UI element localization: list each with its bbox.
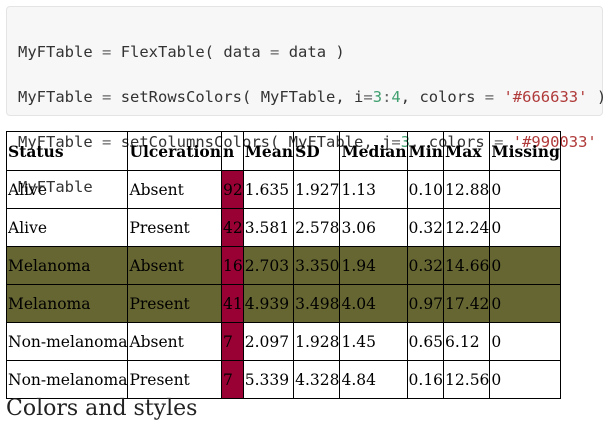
- table-cell: 4.84: [339, 360, 408, 399]
- table-cell: Absent: [127, 170, 223, 209]
- code-token: colors: [419, 88, 476, 107]
- table-cell: Non-melanoma: [5, 322, 129, 361]
- table-cell: Present: [127, 284, 223, 323]
- code-token: data: [288, 43, 327, 62]
- code-token: =: [102, 43, 112, 62]
- table-row: Melanoma Present 41 4.939 3.498 4.04 0.9…: [5, 284, 561, 323]
- code-token: =: [484, 88, 495, 107]
- table-cell: Melanoma: [5, 246, 129, 285]
- table-cell: 0: [489, 170, 561, 209]
- table-row: Melanoma Absent 16 2.703 3.350 1.94 0.32…: [5, 246, 561, 285]
- table-cell: 42: [221, 208, 244, 247]
- code-token: ,: [400, 88, 411, 107]
- table-cell: 2.703: [242, 246, 295, 285]
- code-token: 3: [372, 88, 383, 107]
- table-cell: 7: [221, 322, 244, 361]
- header-min: Min: [406, 131, 445, 171]
- code-token: setRowsColors(: [120, 88, 252, 107]
- table-cell: Absent: [127, 246, 223, 285]
- table-cell: 1.635: [242, 170, 295, 209]
- code-token: 4: [391, 88, 401, 107]
- table-header-row: Status Ulceration n Mean SD Median Min M…: [5, 131, 561, 171]
- table-cell: 0: [489, 322, 561, 361]
- table-cell: 0.10: [406, 170, 445, 209]
- table-cell: 6.12: [443, 322, 491, 361]
- table-cell: 0: [489, 284, 561, 323]
- table-cell: 3.498: [293, 284, 341, 323]
- table-cell: 1.927: [293, 170, 341, 209]
- table-cell: 0.97: [406, 284, 445, 323]
- table-cell: 1.13: [339, 170, 408, 209]
- table-cell: 0.16: [406, 360, 445, 399]
- code-line-1: MyFTable = FlexTable( data = data ): [18, 41, 602, 63]
- table-cell: 3.350: [293, 246, 341, 285]
- code-token: =: [102, 88, 112, 107]
- table-cell: 12.24: [443, 208, 491, 247]
- code-line-2: MyFTable = setRowsColors( MyFTable, i=3:…: [18, 86, 603, 108]
- code-token: FlexTable(: [120, 43, 215, 62]
- table-row: Non-melanoma Present 7 5.339 4.328 4.84 …: [5, 360, 561, 399]
- header-mean: Mean: [242, 131, 295, 171]
- table-cell: Non-melanoma: [5, 360, 129, 399]
- table-cell: 1.45: [339, 322, 408, 361]
- table-cell: 41: [221, 284, 244, 323]
- header-n: n: [221, 131, 244, 171]
- table-row: Alive Present 42 3.581 2.578 3.06 0.32 1…: [5, 208, 561, 247]
- table-cell: 2.578: [293, 208, 341, 247]
- code-token: =: [270, 43, 280, 62]
- table-cell: 0: [489, 246, 561, 285]
- table-cell: 4.04: [339, 284, 408, 323]
- table-cell: 92: [221, 170, 244, 209]
- table-cell: 5.339: [242, 360, 295, 399]
- code-token: =: [363, 88, 373, 107]
- code-token: MyFTable: [18, 43, 93, 62]
- code-token: :: [382, 88, 392, 107]
- table-cell: 3.06: [339, 208, 408, 247]
- table-cell: 14.66: [443, 246, 491, 285]
- code-token: data: [223, 43, 261, 62]
- code-token: '#666633': [503, 88, 588, 107]
- header-sd: SD: [293, 131, 341, 171]
- code-token: ): [335, 43, 345, 62]
- table-cell: 7: [221, 360, 244, 399]
- table-cell: 4.939: [242, 284, 295, 323]
- table-cell: 16: [221, 246, 244, 285]
- table-cell: Alive: [5, 170, 129, 209]
- table-cell: Melanoma: [5, 284, 129, 323]
- table-cell: 1.94: [339, 246, 408, 285]
- flextable: Status Ulceration n Mean SD Median Min M…: [5, 131, 561, 399]
- header-status: Status: [5, 131, 129, 171]
- header-median: Median: [339, 131, 408, 171]
- table-cell: Alive: [5, 208, 129, 247]
- header-max: Max: [443, 131, 491, 171]
- table-cell: 12.88: [443, 170, 491, 209]
- code-token: i: [354, 88, 364, 107]
- table-cell: 0: [489, 360, 561, 399]
- table-cell: 4.328: [293, 360, 341, 399]
- table-cell: 2.097: [242, 322, 295, 361]
- table-cell: 17.42: [443, 284, 491, 323]
- table-cell: Absent: [127, 322, 223, 361]
- header-missing: Missing: [489, 131, 561, 171]
- table-row: Alive Absent 92 1.635 1.927 1.13 0.10 12…: [5, 170, 561, 209]
- code-block: MyFTable = FlexTable( data = data ) MyFT…: [6, 6, 603, 196]
- table-cell: 3.581: [242, 208, 295, 247]
- section-heading: Colors and styles: [6, 396, 198, 421]
- table-cell: Present: [127, 208, 223, 247]
- table-row: Non-melanoma Absent 7 2.097 1.928 1.45 0…: [5, 322, 561, 361]
- table-cell: Present: [127, 360, 223, 399]
- code-token: MyFTable,: [260, 88, 345, 107]
- table-cell: 12.56: [443, 360, 491, 399]
- code-token: ): [597, 88, 603, 106]
- table-cell: 0.32: [406, 208, 445, 247]
- table-cell: 1.928: [293, 322, 341, 361]
- table-cell: 0.65: [406, 322, 445, 361]
- header-ulceration: Ulceration: [127, 131, 223, 171]
- table-cell: 0: [489, 208, 561, 247]
- code-token: MyFTable: [18, 88, 93, 107]
- table-cell: 0.32: [406, 246, 445, 285]
